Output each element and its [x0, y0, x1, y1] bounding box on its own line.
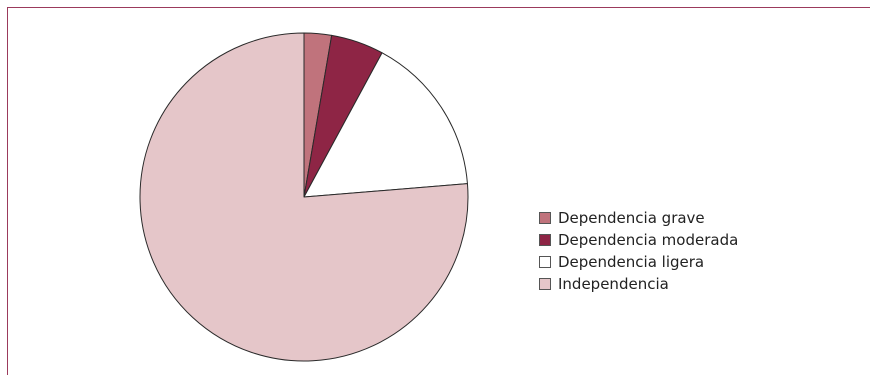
legend-swatch-independencia	[539, 278, 551, 290]
pie-slice-dependencia-ligera	[303, 52, 468, 198]
legend-item-dependencia-grave: Dependencia grave	[539, 207, 738, 229]
legend-swatch-dependencia-grave	[539, 212, 551, 224]
legend-label-independencia: Independencia	[558, 275, 669, 293]
legend-swatch-dependencia-moderada	[539, 234, 551, 246]
pie-slices	[139, 32, 469, 362]
legend-label-dependencia-grave: Dependencia grave	[558, 209, 705, 227]
legend-item-dependencia-ligera: Dependencia ligera	[539, 251, 738, 273]
legend-item-dependencia-moderada: Dependencia moderada	[539, 229, 738, 251]
legend-swatch-dependencia-ligera	[539, 256, 551, 268]
legend: Dependencia grave Dependencia moderada D…	[539, 207, 738, 295]
pie-slice-independencia	[139, 32, 469, 362]
legend-item-independencia: Independencia	[539, 273, 738, 295]
legend-label-dependencia-ligera: Dependencia ligera	[558, 253, 705, 271]
legend-label-dependencia-moderada: Dependencia moderada	[558, 231, 739, 249]
